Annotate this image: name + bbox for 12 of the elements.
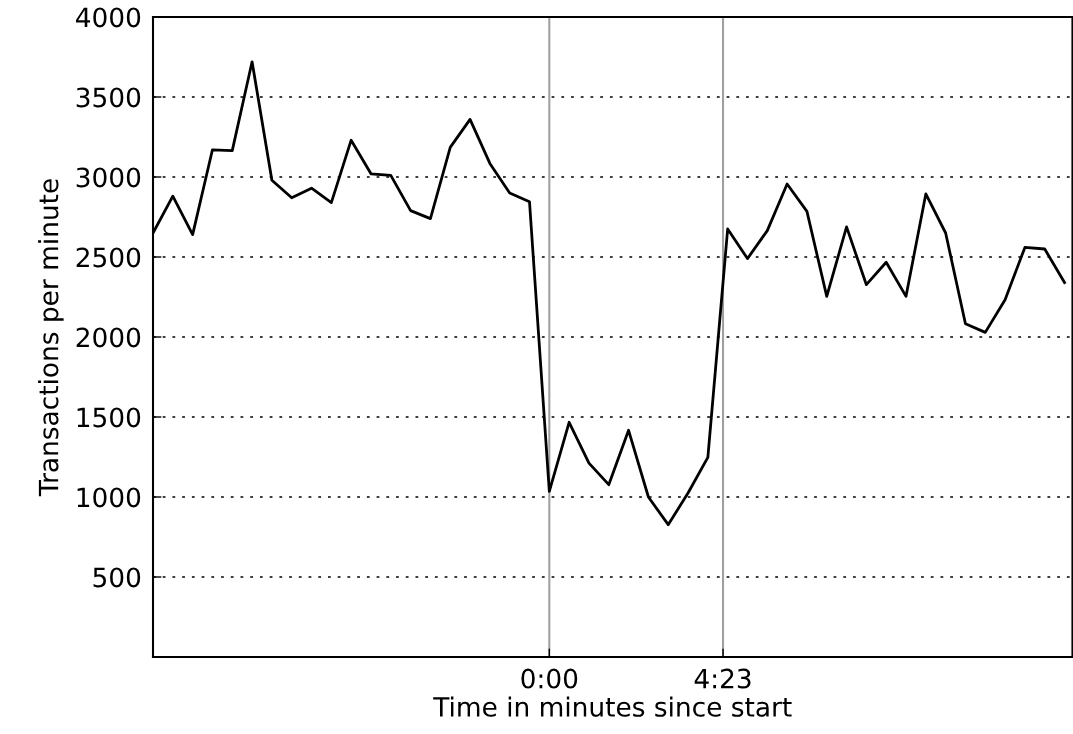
x-tick-label: 4:23 [694,668,751,689]
y-tick-label: 1000 [77,487,141,508]
x-axis-title: Time in minutes since start [433,696,792,717]
x-tick-label: 0:00 [521,668,578,689]
y-tick-label: 3000 [76,167,141,188]
y-tick-label: 2000 [76,327,141,348]
y-tick-label: 500 [93,567,141,588]
y-tick-label: 1500 [77,407,141,428]
y-axis-title: Transactions per minute [38,179,64,497]
y-tick-label: 4000 [76,7,141,28]
y-tick-label: 2500 [76,247,141,268]
y-tick-label: 3500 [76,87,141,108]
